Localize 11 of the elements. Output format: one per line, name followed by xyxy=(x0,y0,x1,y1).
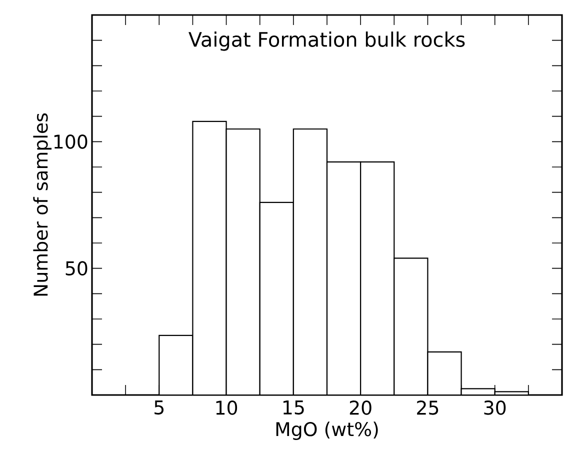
y-tick-label: 100 xyxy=(54,134,88,149)
x-axis-title: MgO (wt%) xyxy=(276,422,378,440)
x-tick-label: 25 xyxy=(417,400,438,415)
x-tick-label: 10 xyxy=(216,400,238,415)
x-tick-label: 15 xyxy=(283,400,304,415)
x-tick-label: 5 xyxy=(154,400,164,415)
x-tick-label: 20 xyxy=(350,400,372,415)
y-tick-label: 50 xyxy=(66,261,88,276)
text: Vaigat Formation bulk rocks xyxy=(188,32,465,51)
x-tick-label: 30 xyxy=(484,400,506,415)
y-axis-title: Number of samples xyxy=(33,113,52,296)
